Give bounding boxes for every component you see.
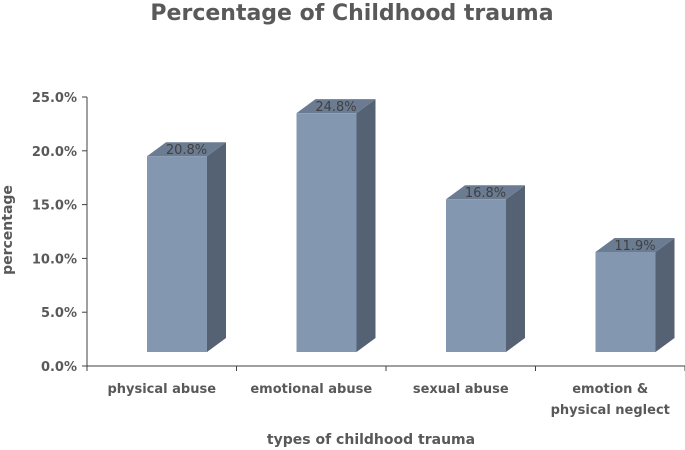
bar-front <box>296 113 357 352</box>
x-tick-label: sexual abuse <box>413 382 509 397</box>
data-label: 24.8% <box>315 100 356 115</box>
bar-side <box>655 237 675 352</box>
bar-front <box>147 156 207 352</box>
bar <box>296 99 376 352</box>
bar-top <box>296 99 376 114</box>
y-tick-label: 20.0% <box>32 145 77 160</box>
data-label: 11.9% <box>614 239 655 254</box>
y-tick-label: 25.0% <box>32 91 77 106</box>
y-tick-label: 10.0% <box>32 252 77 267</box>
data-label: 16.8% <box>465 186 506 201</box>
bar-front <box>595 251 656 352</box>
bar-top <box>595 237 675 252</box>
bars <box>147 99 675 352</box>
x-axis-ticks: physical abuse emotional abuse sexual abus… <box>86 366 685 418</box>
bar-side <box>207 142 226 352</box>
bar-side <box>356 99 376 352</box>
y-tick-label: 15.0% <box>32 199 77 214</box>
x-tick-label: physical abuse <box>107 382 216 397</box>
data-labels: 20.8% 24.8% 16.8% 11.9% <box>166 100 656 254</box>
x-axis-label: types of childhood trauma <box>267 432 475 448</box>
bar-side <box>506 185 525 352</box>
y-axis-ticks: 0.0% 5.0% 10.0% 15.0% 20.0% 25.0% <box>32 91 87 375</box>
chart-title: Percentage of Childhood trauma <box>150 1 553 26</box>
y-tick-label: 0.0% <box>41 360 77 375</box>
x-tick-label: emotion & physical neglect <box>551 382 670 418</box>
bar-front <box>446 199 506 352</box>
bar-top <box>147 142 226 157</box>
bar <box>595 237 675 352</box>
data-label: 20.8% <box>166 143 207 158</box>
x-tick-label: emotional abuse <box>250 382 372 397</box>
y-tick-label: 5.0% <box>41 306 77 321</box>
bar <box>147 142 226 352</box>
bar <box>446 185 525 352</box>
bar-top <box>446 185 525 200</box>
y-axis-label: percentage <box>0 185 16 275</box>
